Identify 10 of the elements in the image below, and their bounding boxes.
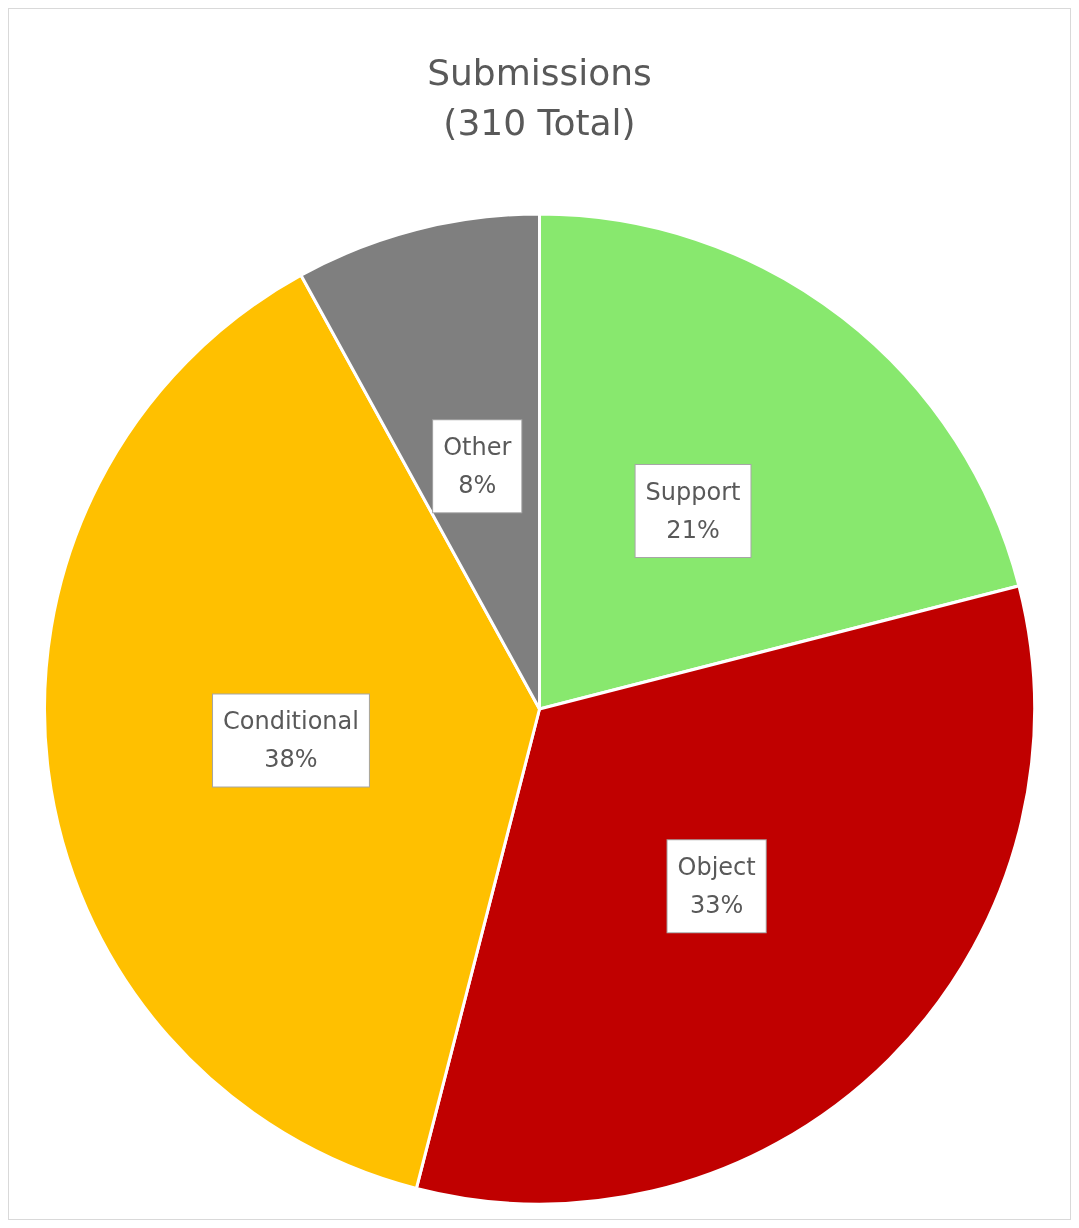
data-label: 33% (689, 891, 744, 920)
slice-label: Conditional (223, 707, 359, 736)
chart-title: Submissions (427, 51, 652, 93)
data-label: 8% (458, 471, 497, 500)
chart-subtitle: (310 Total) (443, 101, 636, 143)
data-label: 21% (666, 516, 720, 545)
data-label: 38% (264, 745, 318, 774)
slice-label: Support (645, 478, 741, 507)
slice-label: Other (443, 433, 512, 462)
slice-label: Object (677, 853, 756, 882)
